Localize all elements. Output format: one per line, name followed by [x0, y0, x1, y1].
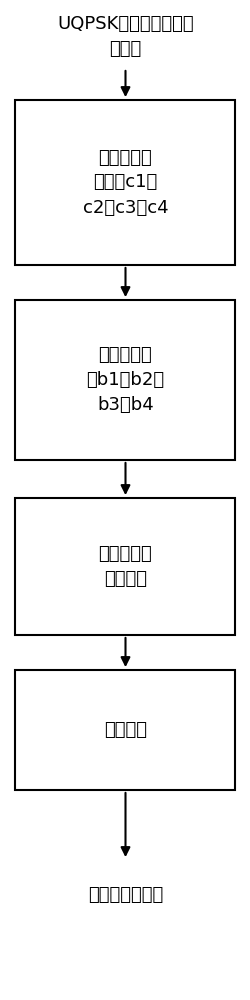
Bar: [16, 498, 234, 635]
Text: 生成恒包络
基带信号: 生成恒包络 基带信号: [98, 545, 152, 588]
Text: 恒包络调制信号: 恒包络调制信号: [88, 886, 162, 904]
Text: 计算信号分
量系数c1、
c2、c3、c4: 计算信号分 量系数c1、 c2、c3、c4: [82, 148, 168, 217]
Bar: [16, 100, 234, 265]
Bar: [16, 670, 234, 790]
Text: 计算交调系
数b1、b2、
b3、b4: 计算交调系 数b1、b2、 b3、b4: [86, 346, 164, 414]
Bar: [16, 300, 234, 460]
Text: 正交调制: 正交调制: [104, 721, 146, 739]
Text: UQPSK服务信号的支路
功率比: UQPSK服务信号的支路 功率比: [57, 15, 193, 58]
